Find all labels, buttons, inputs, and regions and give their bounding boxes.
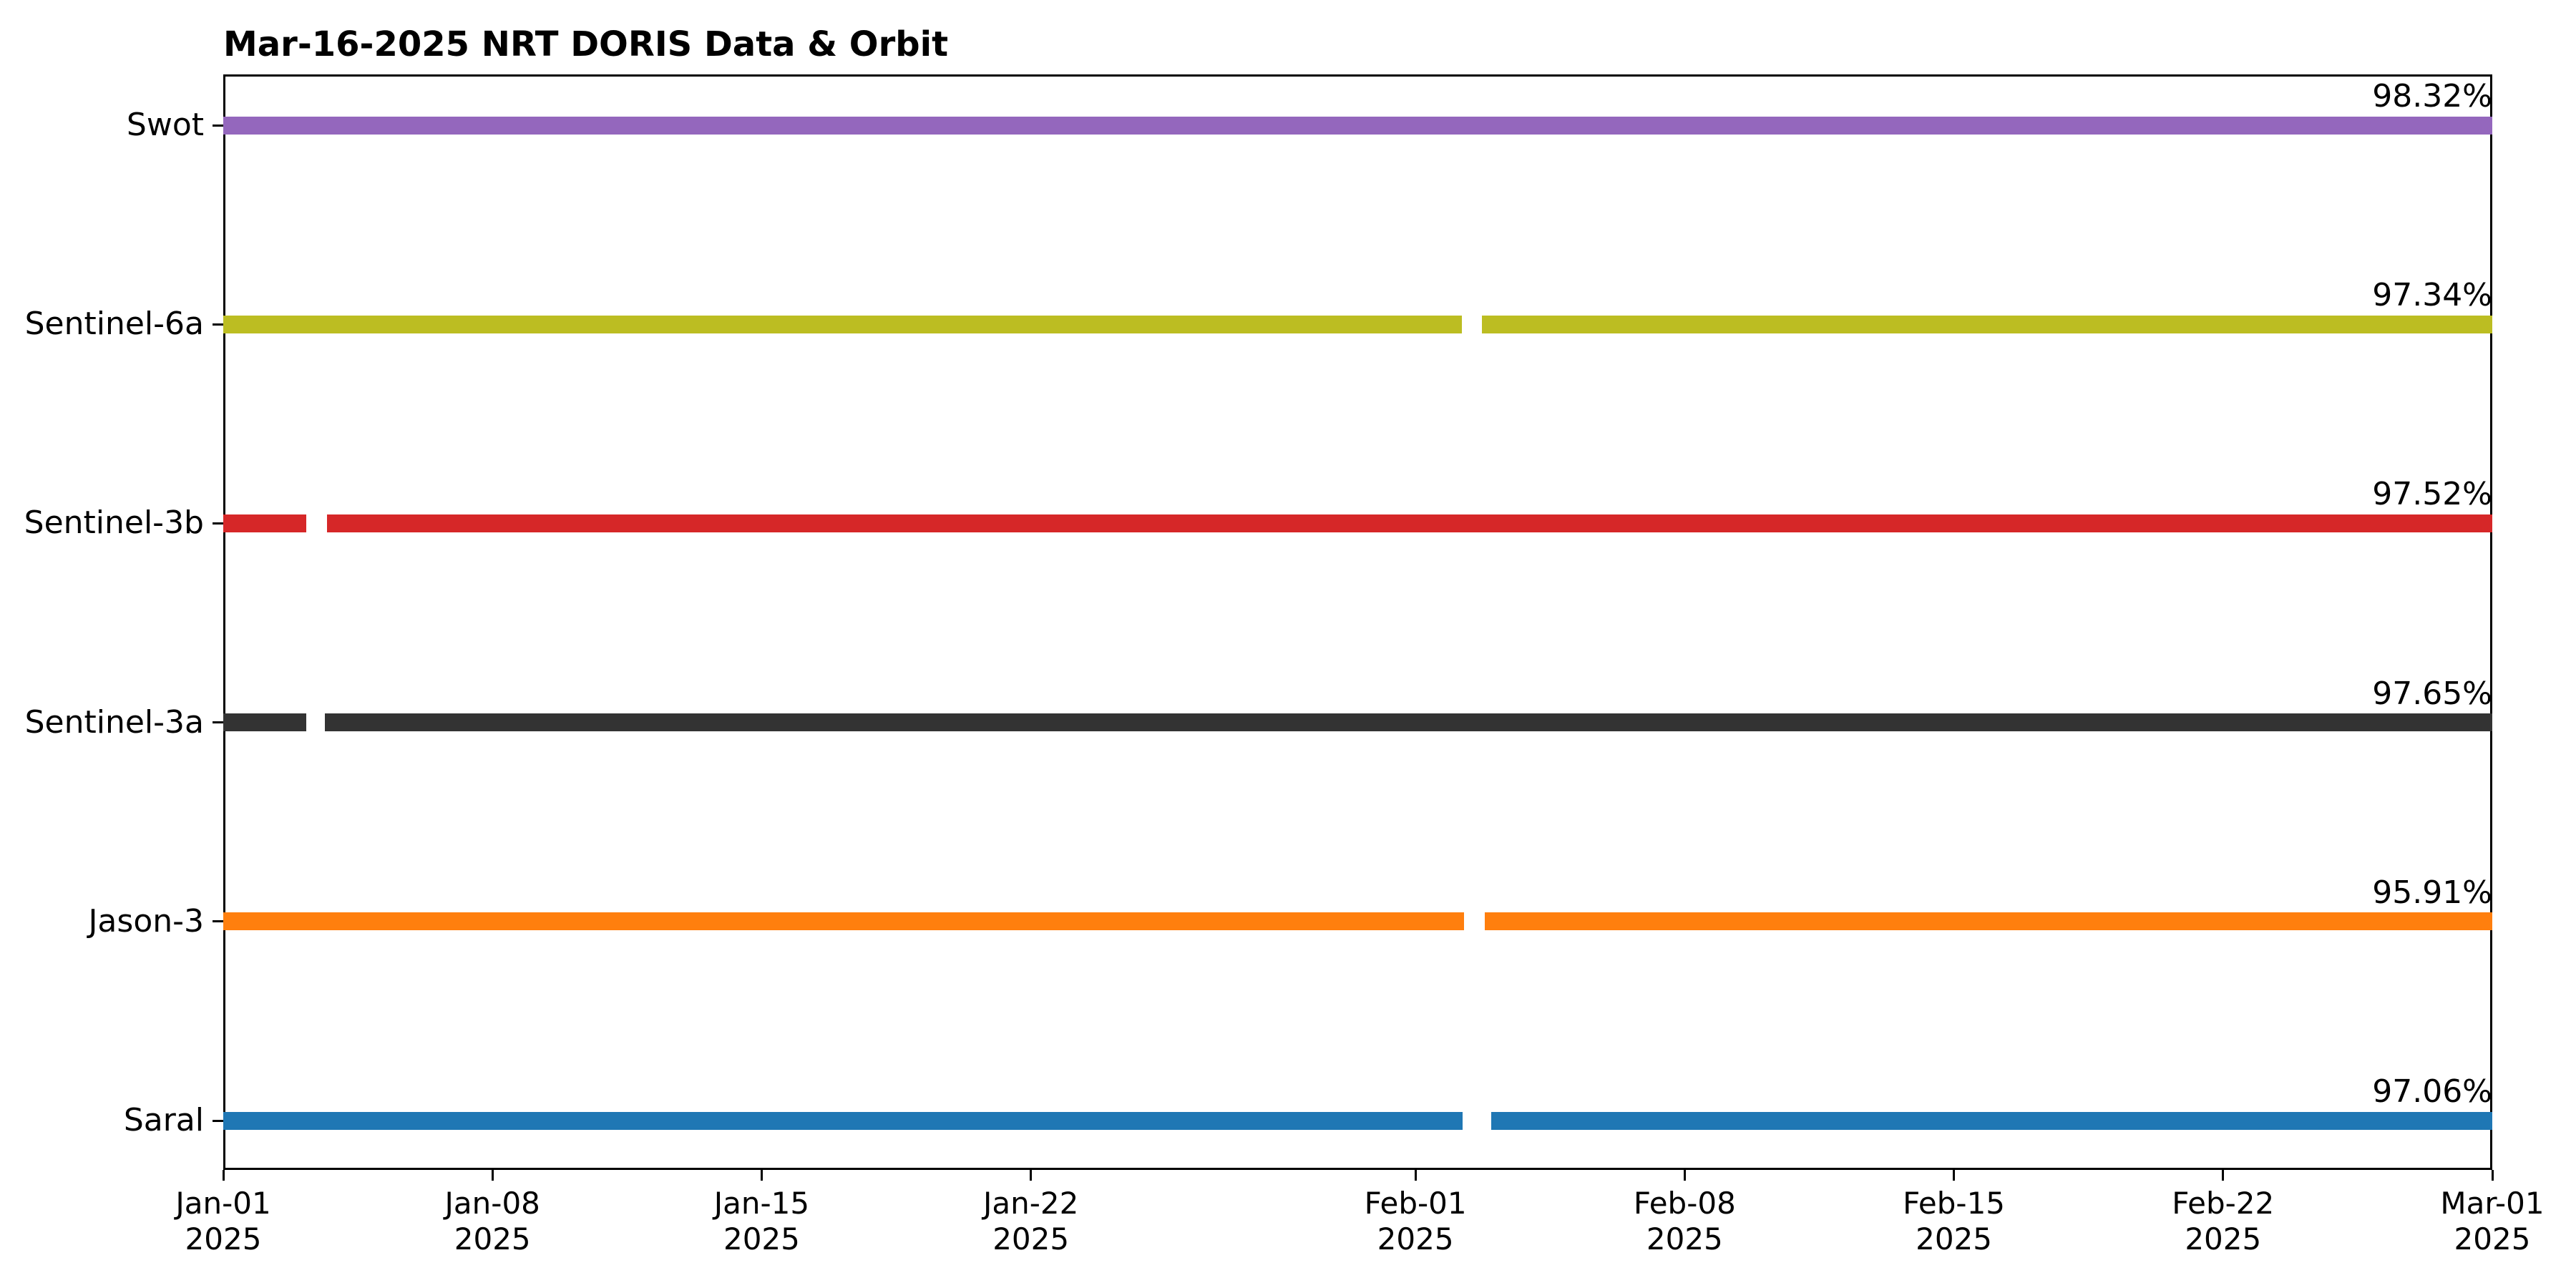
bar-segment-swot xyxy=(223,116,2492,135)
x-tick-mark xyxy=(2491,1170,2494,1181)
bar-segment-sentinel-6a xyxy=(223,315,1462,333)
x-tick-label: Jan-22 2025 xyxy=(924,1186,1138,1257)
y-tick-mark xyxy=(213,323,223,326)
x-tick-date: Feb-08 xyxy=(1633,1186,1736,1221)
x-tick-year: 2025 xyxy=(1916,1221,1992,1257)
x-tick-label: Jan-15 2025 xyxy=(654,1186,869,1257)
x-tick-mark xyxy=(760,1170,763,1181)
y-label-sentinel-6a: Sentinel-6a xyxy=(24,306,204,343)
x-tick-mark xyxy=(1414,1170,1417,1181)
x-tick-year: 2025 xyxy=(992,1221,1070,1257)
x-tick-label: Feb-08 2025 xyxy=(1577,1186,1792,1257)
percent-label-swot: 98.32% xyxy=(2372,78,2492,114)
x-tick-label: Mar-01 2025 xyxy=(2385,1186,2576,1257)
y-tick-mark xyxy=(213,721,223,724)
bar-segment-jason-3 xyxy=(1484,912,2492,931)
x-tick-label: Feb-15 2025 xyxy=(1847,1186,2062,1257)
bar-segment-sentinel-3a xyxy=(223,713,306,732)
x-tick-label: Jan-01 2025 xyxy=(116,1186,331,1257)
x-tick-label: Feb-22 2025 xyxy=(2116,1186,2331,1257)
bar-segment-saral xyxy=(223,1111,1463,1130)
bar-segment-saral xyxy=(1491,1111,2492,1130)
x-tick-date: Jan-08 xyxy=(444,1186,540,1221)
y-tick-mark xyxy=(213,920,223,923)
percent-label-saral: 97.06% xyxy=(2372,1073,2492,1110)
x-tick-date: Feb-22 xyxy=(2172,1186,2275,1221)
x-tick-mark xyxy=(1953,1170,1956,1181)
x-tick-mark xyxy=(222,1170,225,1181)
y-tick-mark xyxy=(213,522,223,525)
y-label-jason-3: Jason-3 xyxy=(88,902,204,940)
percent-label-sentinel-3b: 97.52% xyxy=(2372,476,2492,513)
x-tick-date: Feb-15 xyxy=(1903,1186,2006,1221)
x-tick-label: Feb-01 2025 xyxy=(1308,1186,1523,1257)
x-tick-date: Jan-22 xyxy=(982,1186,1079,1221)
x-tick-mark xyxy=(1683,1170,1686,1181)
y-tick-mark xyxy=(213,1119,223,1122)
x-tick-mark xyxy=(1030,1170,1033,1181)
y-label-sentinel-3b: Sentinel-3b xyxy=(24,504,204,542)
x-tick-date: Jan-15 xyxy=(713,1186,810,1221)
x-tick-mark xyxy=(2222,1170,2225,1181)
y-label-saral: Saral xyxy=(123,1102,204,1138)
percent-label-sentinel-3a: 97.65% xyxy=(2372,675,2492,712)
chart-title: Mar-16-2025 NRT DORIS Data & Orbit xyxy=(223,24,949,64)
x-tick-date: Mar-01 xyxy=(2440,1186,2545,1221)
x-tick-year: 2025 xyxy=(723,1221,800,1257)
y-label-swot: Swot xyxy=(126,107,204,143)
percent-label-sentinel-6a: 97.34% xyxy=(2372,277,2492,314)
x-tick-year: 2025 xyxy=(2185,1221,2262,1257)
x-tick-date: Jan-01 xyxy=(175,1186,271,1221)
bar-segment-jason-3 xyxy=(223,912,1464,931)
bar-segment-sentinel-3a xyxy=(324,713,2492,732)
percent-label-jason-3: 95.91% xyxy=(2372,874,2492,911)
bar-segment-sentinel-3b xyxy=(223,514,307,532)
x-tick-label: Jan-08 2025 xyxy=(385,1186,600,1257)
x-tick-year: 2025 xyxy=(185,1221,262,1257)
y-tick-mark xyxy=(213,124,223,127)
x-tick-mark xyxy=(491,1170,494,1181)
x-tick-date: Feb-01 xyxy=(1364,1186,1467,1221)
plot-area xyxy=(223,74,2492,1170)
x-tick-year: 2025 xyxy=(454,1221,531,1257)
x-tick-year: 2025 xyxy=(2454,1221,2531,1257)
bar-segment-sentinel-3b xyxy=(326,514,2492,532)
bar-segment-sentinel-6a xyxy=(1481,315,2492,333)
x-tick-year: 2025 xyxy=(1377,1221,1454,1257)
x-tick-year: 2025 xyxy=(1646,1221,1723,1257)
y-label-sentinel-3a: Sentinel-3a xyxy=(24,703,204,741)
